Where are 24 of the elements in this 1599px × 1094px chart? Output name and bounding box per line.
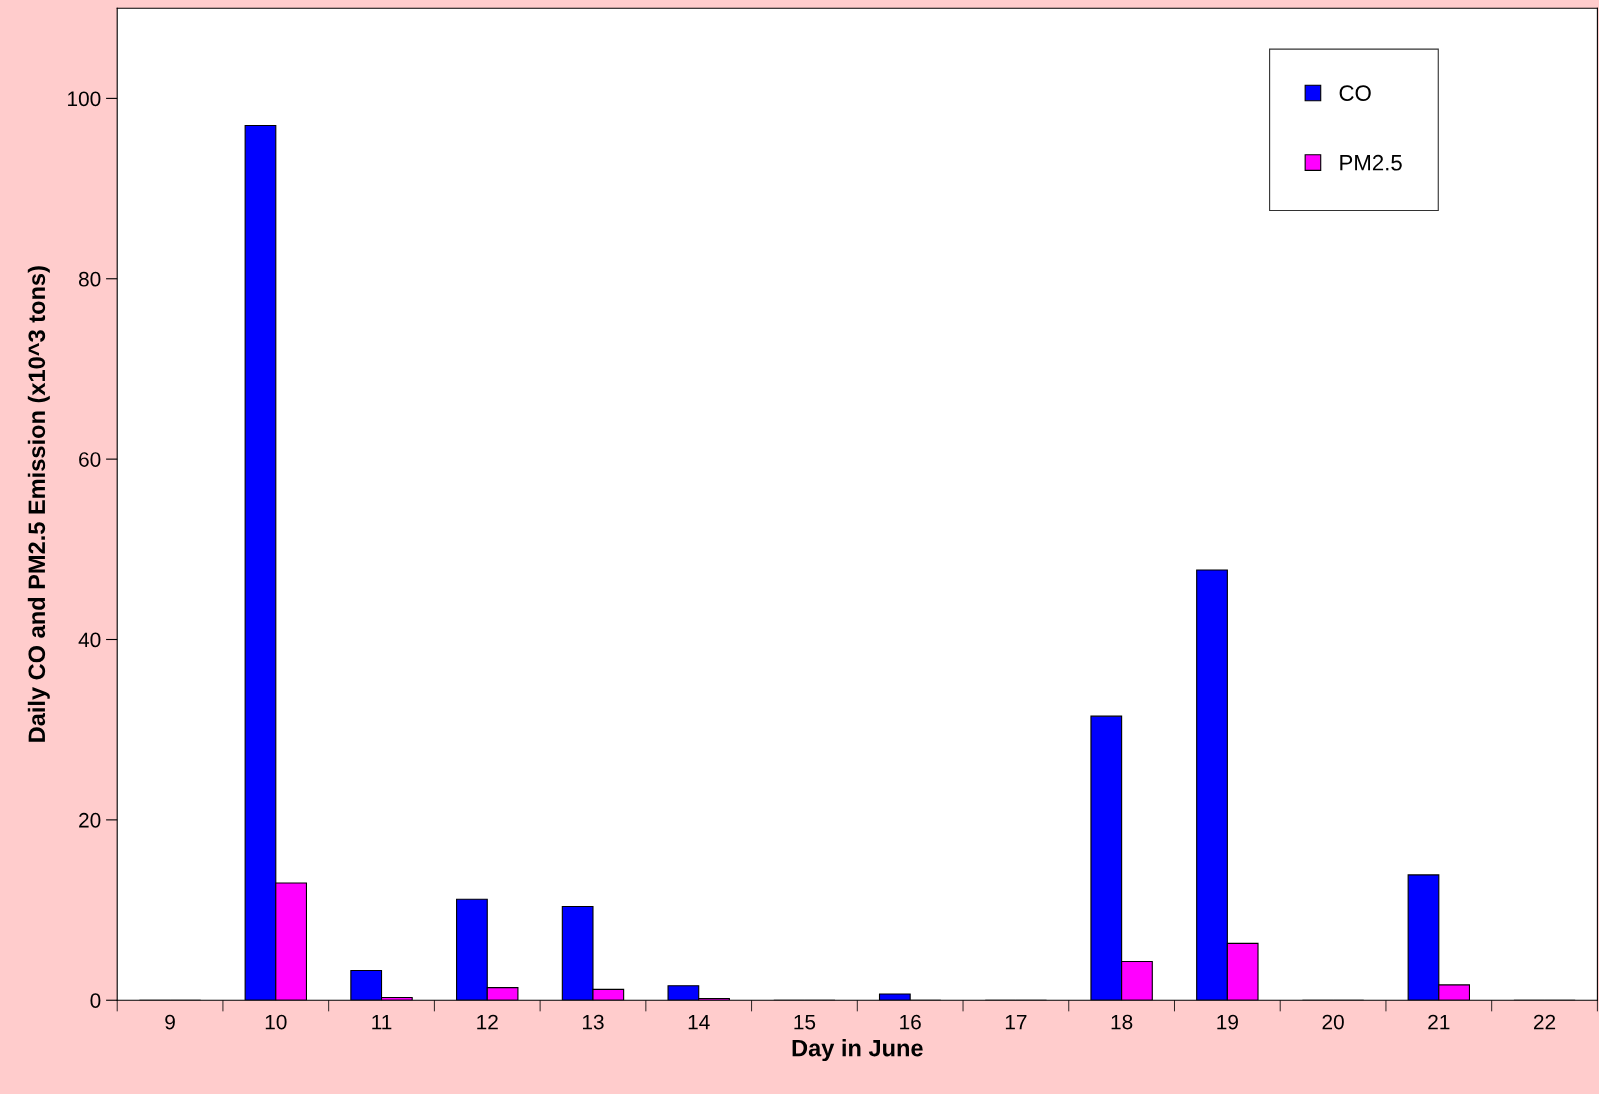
x-tick-label: 20 <box>1322 1014 1344 1030</box>
x-tick-label: 12 <box>477 1014 498 1030</box>
y-tick-label: 100 <box>68 91 101 107</box>
y-tick-label: 0 <box>90 993 101 1008</box>
x-tick-label: 22 <box>1534 1014 1556 1030</box>
x-tick-label: 18 <box>1111 1014 1133 1030</box>
x-tick-label: 21 <box>1428 1014 1450 1030</box>
legend-label: CO <box>1339 85 1371 101</box>
x-tick-label: 17 <box>1005 1014 1027 1030</box>
legend-label: PM2.5 <box>1340 154 1402 171</box>
y-tick-label: 40 <box>78 632 101 648</box>
y-tick-label: 20 <box>79 812 101 828</box>
x-tick-label: 19 <box>1217 1014 1238 1030</box>
x-axis-title: Day in June <box>792 1039 923 1062</box>
y-tick-label: 80 <box>78 271 101 287</box>
x-tick-label: 9 <box>165 1014 175 1030</box>
x-tick-label: 16 <box>900 1014 921 1030</box>
y-tick-label: 60 <box>79 452 101 467</box>
x-tick-label: 10 <box>265 1014 287 1030</box>
x-tick-label: 13 <box>582 1014 604 1030</box>
x-tick-label: 14 <box>688 1014 710 1030</box>
x-tick-label: 15 <box>794 1014 816 1030</box>
y-axis-title: Daily CO and PM2.5 Emission (x10^3 tons) <box>27 266 50 742</box>
x-tick-label: 11 <box>372 1014 392 1030</box>
